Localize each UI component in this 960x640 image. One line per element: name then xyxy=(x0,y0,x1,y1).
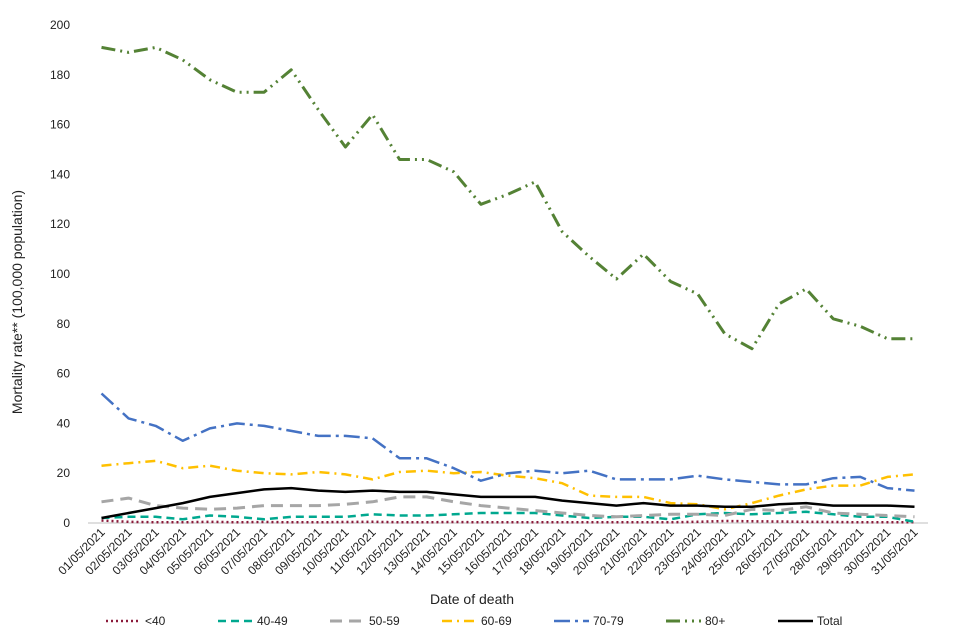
series-line xyxy=(101,45,915,351)
y-axis-tick-labels: 0 20 40 60 80 100 120 140 160 180 200 xyxy=(50,18,70,530)
y-tick-label: 20 xyxy=(57,466,71,480)
y-tick-label: 200 xyxy=(50,18,70,32)
legend-label: 40-49 xyxy=(257,614,288,628)
y-tick-label: 140 xyxy=(50,167,70,181)
series-lines xyxy=(100,45,915,524)
y-tick-label: 180 xyxy=(50,68,70,82)
y-tick-label: 100 xyxy=(50,267,70,281)
y-tick-label: 0 xyxy=(63,516,70,530)
y-axis-title: Mortality rate** (100,000 population) xyxy=(9,190,25,414)
y-tick-label: 120 xyxy=(50,217,70,231)
series-line xyxy=(101,510,915,524)
series-line xyxy=(101,519,915,524)
x-axis-tick-labels: 01/05/202102/05/202103/05/202104/05/2021… xyxy=(55,525,921,578)
legend-label: 80+ xyxy=(705,614,725,628)
y-tick-label: 60 xyxy=(57,367,71,381)
series-line xyxy=(101,459,915,511)
legend: <40 40-49 50-59 60-69 70-79 80+ Total xyxy=(106,614,842,628)
x-axis-title: Date of death xyxy=(430,591,514,607)
y-tick-label: 40 xyxy=(57,416,71,430)
series-line xyxy=(101,486,915,520)
legend-label: Total xyxy=(817,614,842,628)
legend-label: 70-79 xyxy=(593,614,624,628)
legend-label: <40 xyxy=(145,614,166,628)
y-tick-label: 80 xyxy=(57,317,71,331)
legend-label: 60-69 xyxy=(481,614,512,628)
series-line xyxy=(101,495,915,519)
y-tick-label: 160 xyxy=(50,118,70,132)
series-line xyxy=(100,392,915,492)
legend-label: 50-59 xyxy=(369,614,400,628)
